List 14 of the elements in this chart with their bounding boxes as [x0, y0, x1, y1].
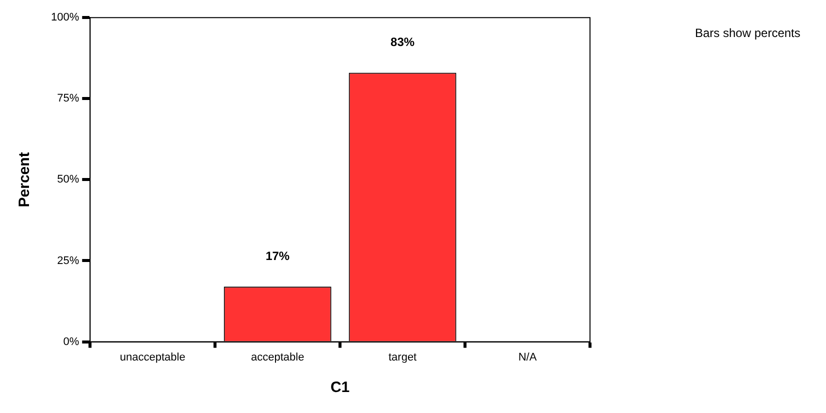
y-axis-title: Percent — [16, 152, 34, 208]
x-tick-label: unacceptable — [120, 351, 186, 364]
data-label: 83% — [390, 35, 415, 50]
y-tick-label: 100% — [50, 12, 80, 24]
x-axis-title: C1 — [330, 379, 350, 396]
x-tick-label: acceptable — [250, 351, 304, 364]
y-tick-label: 50% — [57, 174, 80, 186]
data-label: 17% — [266, 249, 290, 263]
y-tick-label: 0% — [63, 336, 80, 348]
text: Bars show percents — [695, 26, 800, 40]
y-tick-label: 75% — [57, 92, 80, 105]
y-tick-label: 25% — [57, 254, 80, 267]
x-tick-label: N/A — [518, 351, 538, 364]
x-tick-label: target — [388, 351, 417, 364]
